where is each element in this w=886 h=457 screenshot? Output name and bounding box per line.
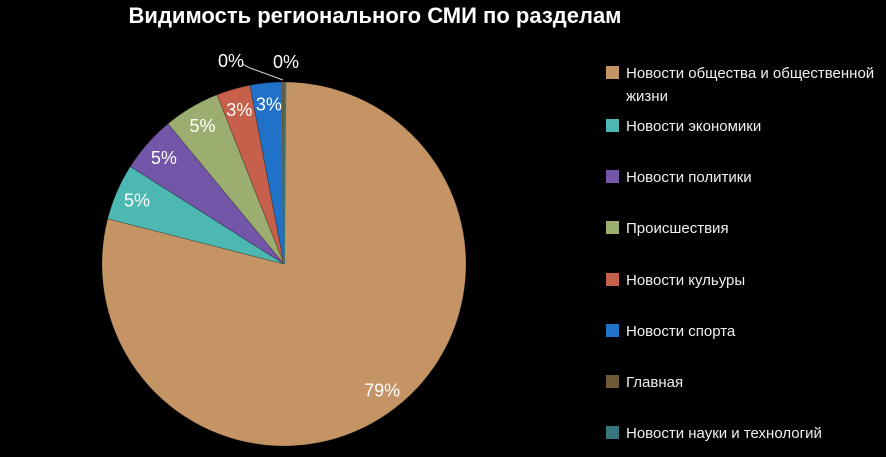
legend-label: Главная bbox=[626, 374, 684, 391]
legend-label: Новости спорта bbox=[626, 323, 736, 340]
legend-label: Новости экономики bbox=[626, 118, 762, 135]
legend-color-swatch bbox=[606, 221, 619, 234]
pie-slice-2 bbox=[107, 165, 285, 265]
pie-value-label: 0% bbox=[218, 51, 244, 71]
legend-item-3: Новости политики bbox=[606, 166, 878, 189]
legend-label: Происшествия bbox=[626, 220, 729, 237]
pie-value-label: 79% bbox=[364, 381, 400, 401]
pie-value-label: 5% bbox=[151, 148, 177, 168]
legend-label: Новости кульуры bbox=[626, 272, 746, 289]
legend-item-6: Новости спорта bbox=[606, 320, 878, 343]
pie-slice-3 bbox=[129, 123, 285, 265]
pie-slice-8 bbox=[283, 81, 287, 265]
pie-value-label: 0% bbox=[273, 52, 299, 72]
chart-title: Видимость регионального СМИ по разделам bbox=[128, 3, 622, 28]
legend-color-swatch bbox=[606, 375, 619, 388]
legend-item-8: Новости науки и технологий bbox=[606, 422, 878, 445]
legend-color-swatch bbox=[606, 66, 619, 79]
pie-value-label: 5% bbox=[124, 190, 150, 210]
legend-color-swatch bbox=[606, 426, 619, 439]
legend-item-4: Происшествия bbox=[606, 217, 878, 240]
legend-item-7: Главная bbox=[606, 371, 878, 394]
label-leader-line bbox=[241, 63, 284, 81]
legend-item-5: Новости кульуры bbox=[606, 269, 878, 292]
legend-color-swatch bbox=[606, 324, 619, 337]
legend-label: Новости политики bbox=[626, 169, 752, 186]
legend-label: Новости общества и общественной жизни bbox=[626, 65, 875, 105]
pie-value-label: 3% bbox=[256, 95, 282, 115]
legend-color-swatch bbox=[606, 119, 619, 132]
legend-item-2: Новости экономики bbox=[606, 115, 878, 138]
legend: Новости общества и общественной жизни Нов… bbox=[606, 0, 884, 457]
legend-item-1: Новости общества и общественной жизни bbox=[606, 62, 878, 108]
legend-color-swatch bbox=[606, 273, 619, 286]
pie-value-label: 3% bbox=[226, 100, 252, 120]
legend-label: Новости науки и технологий bbox=[626, 425, 822, 442]
pie-slice-5 bbox=[216, 84, 285, 265]
pie-value-label: 5% bbox=[189, 116, 215, 136]
pie-slice-1 bbox=[101, 81, 467, 447]
pie-slice-6 bbox=[249, 81, 285, 265]
pie-slice-4 bbox=[167, 94, 285, 265]
legend-color-swatch bbox=[606, 170, 619, 183]
